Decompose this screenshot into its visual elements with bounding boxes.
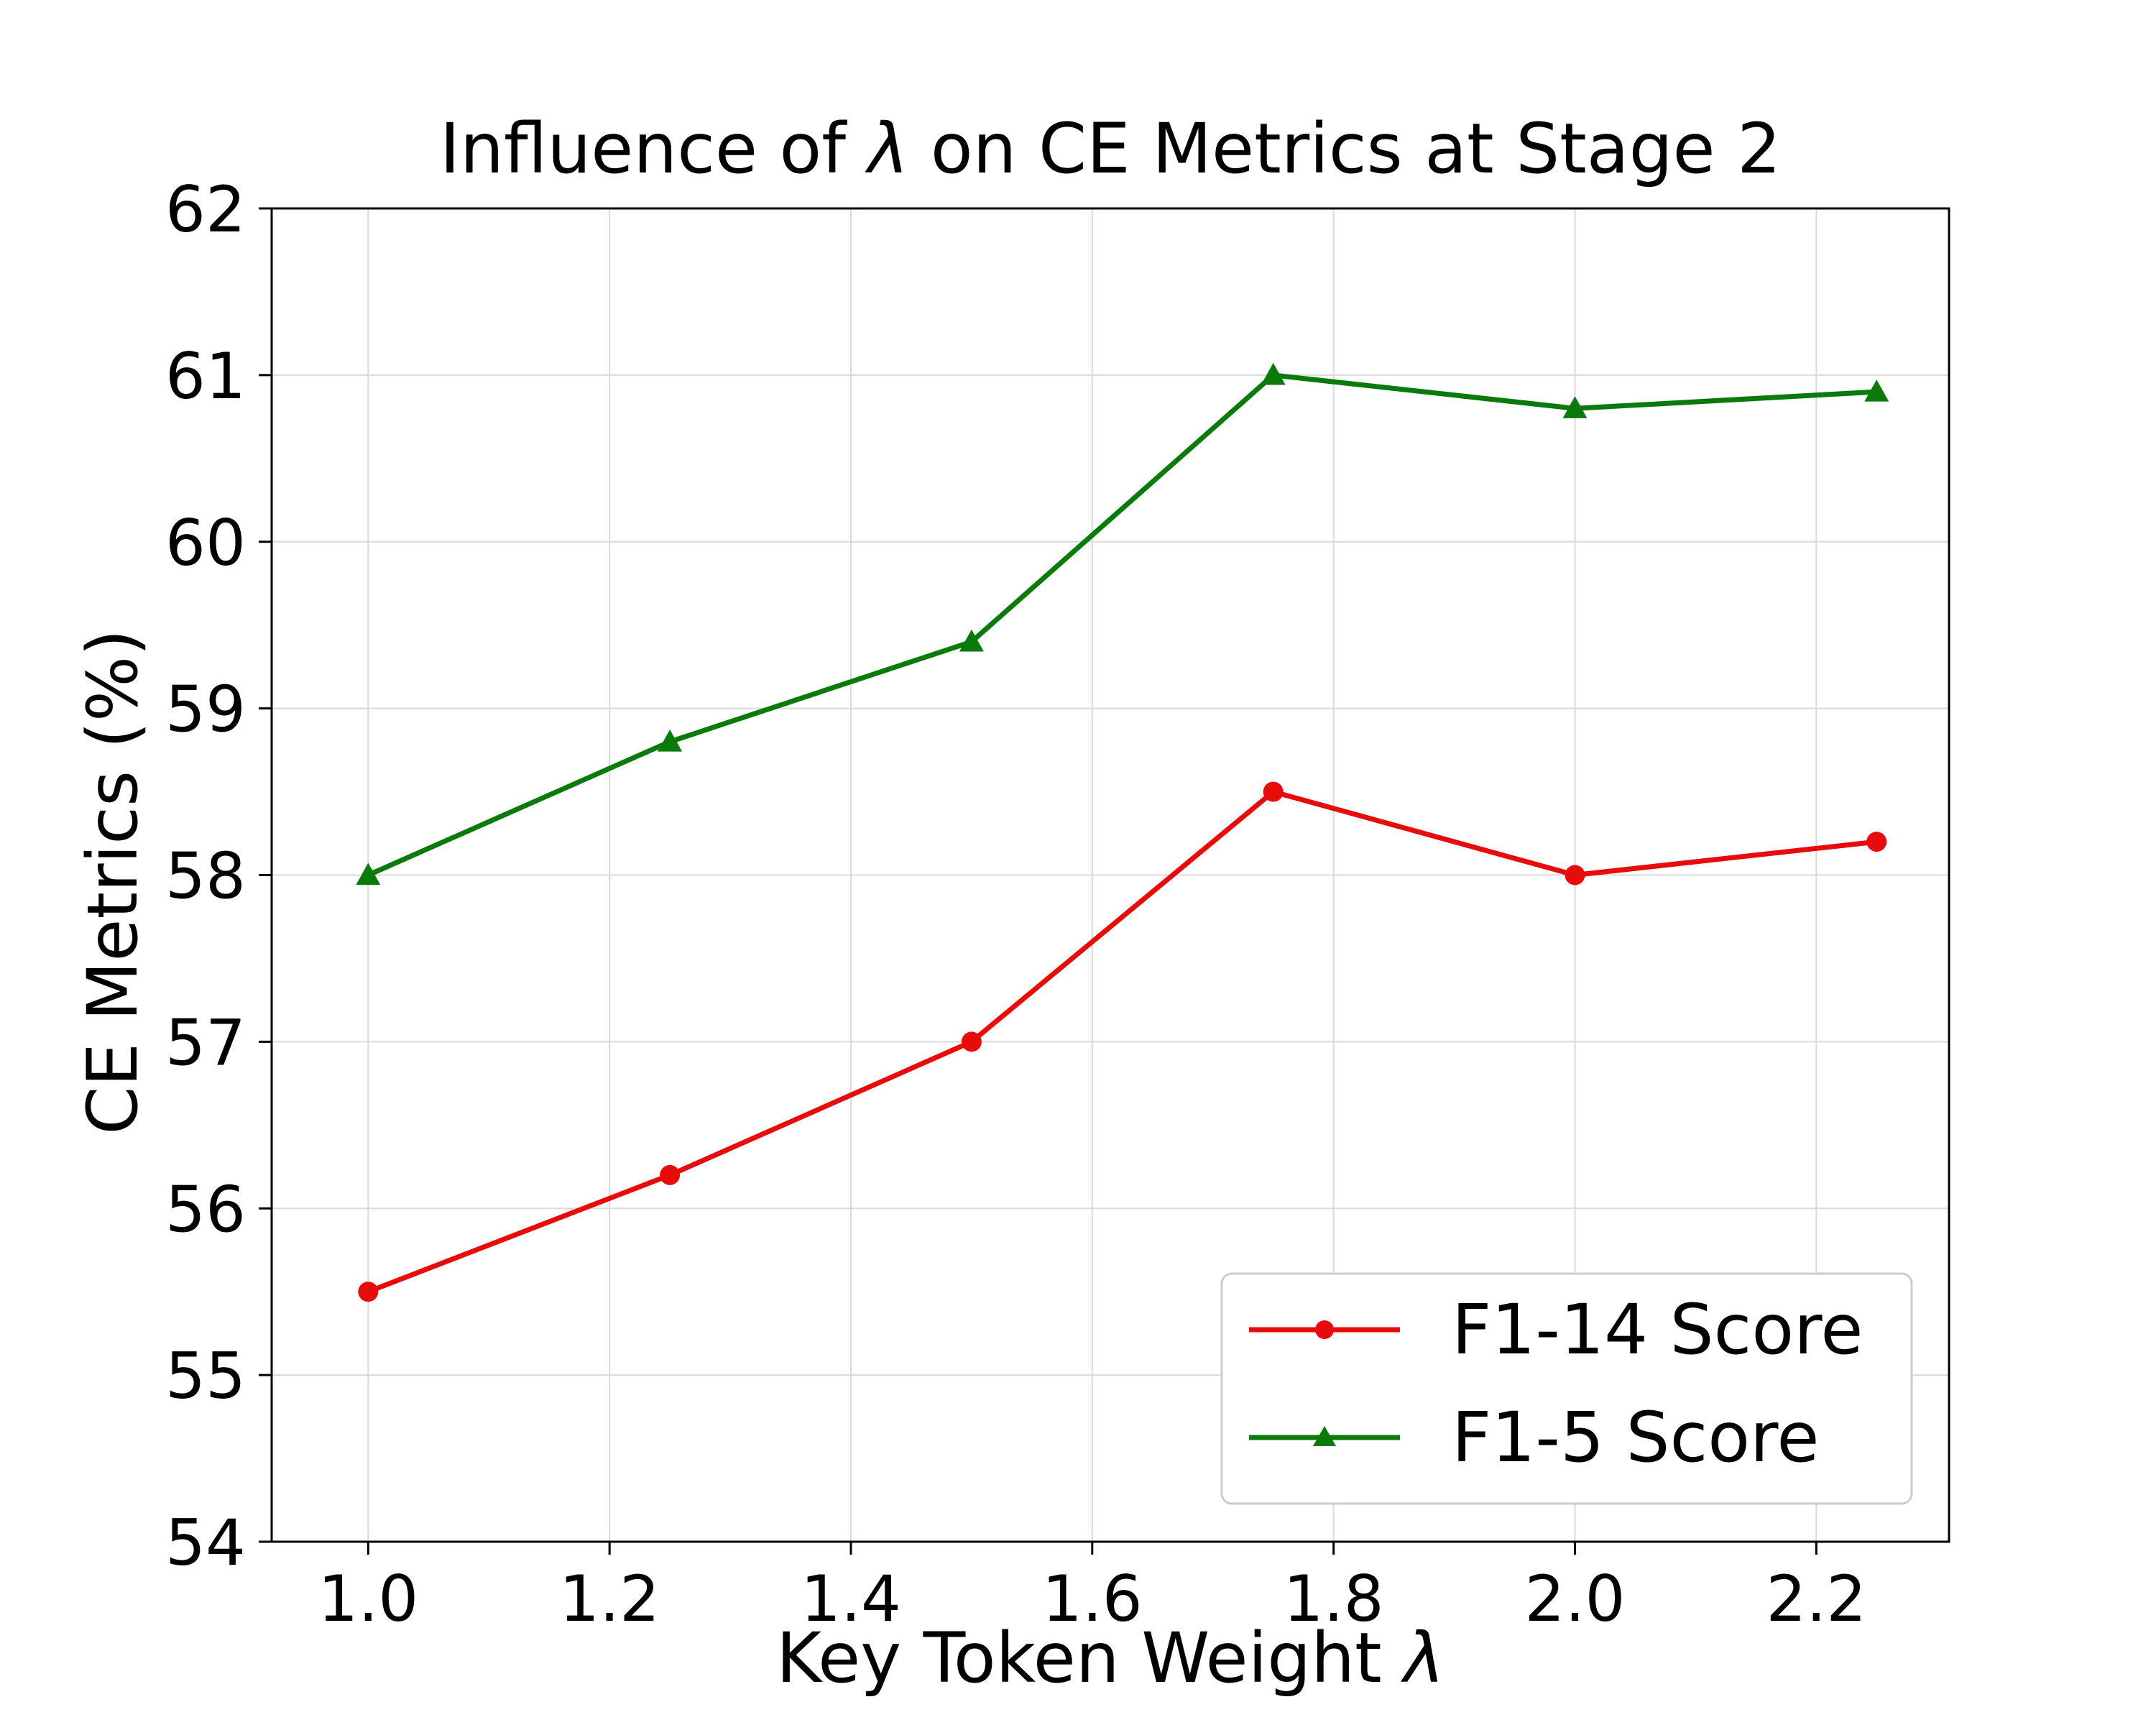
y-tick-label: 59: [165, 673, 246, 747]
data-point-f1-5-score: [1562, 396, 1588, 418]
data-point-f1-14-score: [1263, 781, 1284, 802]
y-tick-label: 55: [165, 1339, 246, 1413]
chart-title: Influence of λ on CE Metrics at Stage 2: [440, 109, 1781, 189]
x-tick-label: 1.0: [318, 1562, 418, 1636]
data-point-f1-5-score: [356, 862, 381, 886]
y-tick-label: 54: [165, 1506, 246, 1580]
y-tick-label: 58: [165, 840, 246, 914]
y-tick-label: 60: [165, 506, 246, 580]
data-point-f1-14-score: [358, 1282, 379, 1302]
data-point-f1-14-score: [1866, 832, 1887, 852]
data-point-f1-5-score: [658, 730, 683, 752]
y-tick-label: 61: [165, 339, 246, 413]
x-tick-label: 1.6: [1042, 1562, 1143, 1636]
y-tick-label: 57: [165, 1006, 246, 1080]
data-point-f1-5-score: [1864, 380, 1889, 402]
legend-label-f1-5: F1-5 Score: [1452, 1397, 1819, 1478]
legend-swatch-f1-5-marker: [1313, 1426, 1336, 1446]
series-line-f1-14-score: [365, 789, 1879, 1294]
y-axis-label: CE Metrics (%): [73, 629, 153, 1134]
x-tick-label: 1.4: [801, 1562, 901, 1636]
data-point-f1-5-score: [959, 629, 984, 652]
legend: F1-14 Score F1-5 Score: [1220, 1272, 1913, 1505]
data-point-f1-5-score: [1261, 362, 1286, 385]
series-line-f1-5-score: [365, 372, 1879, 878]
series-layer: [356, 362, 1889, 1302]
legend-label-f1-14: F1-14 Score: [1452, 1289, 1863, 1370]
plot-frame: [270, 207, 1950, 1543]
legend-swatch-f1-14-marker: [1315, 1320, 1334, 1339]
axis-layer: 1.0 1.2 1.4 1.6 1.8 2.0 2.2 54 55 56 57 58 59 60 61 62: [165, 172, 1950, 1636]
y-tick-label: 56: [165, 1172, 246, 1246]
x-axis-label: Key Token Weight λ: [776, 1618, 1445, 1698]
x-tick-label: 2.2: [1766, 1562, 1866, 1636]
x-tick-label: 2.0: [1524, 1562, 1625, 1636]
x-tick-label: 1.8: [1284, 1562, 1384, 1636]
y-tick-label: 62: [165, 172, 246, 247]
x-tick-label: 1.2: [559, 1562, 660, 1636]
data-point-f1-14-score: [1565, 865, 1585, 886]
data-point-f1-14-score: [961, 1031, 982, 1052]
data-point-f1-14-score: [660, 1164, 681, 1185]
